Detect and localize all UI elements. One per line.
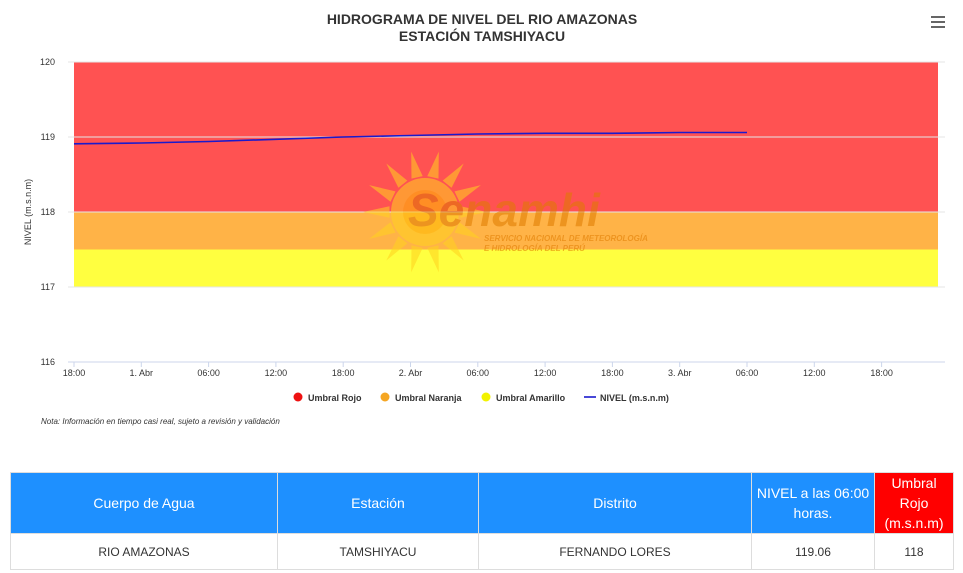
x-tick-label: 3. Abr <box>668 368 692 378</box>
sun-ray <box>363 206 390 218</box>
sun-ray <box>411 245 423 273</box>
sun-ray <box>427 151 439 179</box>
x-tick-label: 2. Abr <box>399 368 423 378</box>
x-tick-label: 1. Abr <box>130 368 154 378</box>
series-layer <box>73 131 747 145</box>
senamhi-watermark: Senamhi SERVICIO NACIONAL DE METEOROLOGÍ… <box>363 151 648 273</box>
legend-label: Umbral Amarillo <box>496 393 566 403</box>
x-tick-label: 12:00 <box>534 368 557 378</box>
sun-ray <box>369 222 396 239</box>
header-cuerpo-de-agua: Cuerpo de Agua <box>10 472 278 534</box>
sun-ray <box>454 222 481 239</box>
sun-ray <box>442 236 464 261</box>
sun-ray <box>386 236 408 261</box>
chart-title: HIDROGRAMA DE NIVEL DEL RIO AMAZONAS <box>327 11 637 27</box>
x-tick-label: 06:00 <box>197 368 220 378</box>
sun-ray <box>427 245 439 273</box>
x-tick-label: 12:00 <box>265 368 288 378</box>
y-tick-label: 119 <box>41 132 55 142</box>
sun-ray <box>411 151 423 179</box>
legend-label: Umbral Rojo <box>308 393 362 403</box>
y-tick-label: 118 <box>41 207 55 217</box>
x-axis-ticks: 18:00 1. Abr 06:00 12:00 18:00 2. Abr 06:00 12:… <box>63 361 945 378</box>
chart-note: Nota: Información en tiempo casi real, s… <box>41 417 280 426</box>
station-table: Cuerpo de Agua Estación Distrito NIVEL a… <box>10 472 954 570</box>
sun-logo-icon <box>363 151 487 273</box>
y-tick-label: 120 <box>40 57 55 67</box>
legend-marker <box>380 392 390 402</box>
y-axis-label: NIVEL (m.s.n.m) <box>23 179 33 245</box>
cell-estacion: TAMSHIYACU <box>277 533 479 570</box>
x-tick-label: 06:00 <box>467 368 490 378</box>
x-tick-label: 18:00 <box>601 368 624 378</box>
hamburger-icon[interactable] <box>929 14 947 30</box>
band-umbral-amarillo <box>74 249 938 287</box>
x-tick-label: 18:00 <box>870 368 893 378</box>
sun-ray <box>460 206 487 218</box>
series-line-nivel <box>73 131 747 145</box>
x-tick-label: 12:00 <box>803 368 826 378</box>
sun-ray <box>442 163 464 188</box>
hydrograph-chart: HIDROGRAMA DE NIVEL DEL RIO AMAZONAS EST… <box>23 11 945 426</box>
header-nivel: NIVEL a las 06:00 horas. <box>751 472 875 534</box>
band-umbral-naranja <box>74 212 938 250</box>
cell-umbral-rojo: 118 <box>874 533 954 570</box>
x-tick-label: 18:00 <box>332 368 355 378</box>
cell-cuerpo-de-agua: RIO AMAZONAS <box>10 533 278 570</box>
sun-ray <box>369 185 396 202</box>
sun-ray <box>386 163 408 188</box>
y-tick-label: 116 <box>41 357 55 367</box>
chart-subtitle: ESTACIÓN TAMSHIYACU <box>399 27 565 44</box>
threshold-bands <box>74 62 938 287</box>
header-distrito: Distrito <box>478 472 752 534</box>
legend-marker <box>481 392 491 402</box>
watermark-line1: SERVICIO NACIONAL DE METEOROLOGÍA <box>484 234 648 243</box>
y-axis-ticks: 116 117 118 119 120 <box>40 57 55 367</box>
table-row: RIO AMAZONAS TAMSHIYACU FERNANDO LORES 1… <box>10 533 954 570</box>
sun-ray <box>454 185 481 202</box>
x-tick-label: 06:00 <box>736 368 759 378</box>
cell-nivel: 119.06 <box>751 533 875 570</box>
cell-distrito: FERNANDO LORES <box>478 533 752 570</box>
watermark-line2: E HIDROLOGÍA DEL PERÚ <box>484 244 585 253</box>
legend: Umbral Rojo Umbral Naranja Umbral Amarillo… <box>293 392 669 403</box>
table-header-row: Cuerpo de Agua Estación Distrito NIVEL a… <box>10 472 954 534</box>
header-estacion: Estación <box>277 472 479 534</box>
legend-label: NIVEL (m.s.n.m) <box>600 393 669 403</box>
legend-label: Umbral Naranja <box>395 393 463 403</box>
x-tick-label: 18:00 <box>63 368 86 378</box>
legend-marker <box>293 392 303 402</box>
y-tick-label: 117 <box>41 282 55 292</box>
watermark-brand: Senamhi <box>408 184 601 236</box>
header-umbral-rojo: Umbral Rojo (m.s.n.m) <box>874 472 954 534</box>
